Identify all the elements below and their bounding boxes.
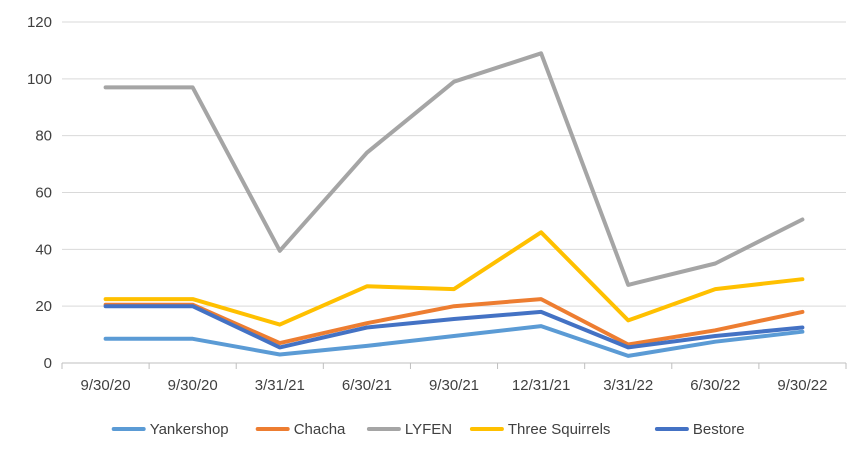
y-tick-label: 80 <box>35 128 52 145</box>
y-axis-ticks: 0 20 40 60 80 100 120 <box>27 14 52 372</box>
series-lines <box>103 51 805 358</box>
legend-item: LYFEN <box>366 421 452 438</box>
y-tick-label: 20 <box>35 298 52 315</box>
y-tick-label: 40 <box>35 241 52 258</box>
y-tick-label: 100 <box>27 71 52 88</box>
series-line-yankershop <box>103 324 805 358</box>
legend-label: Yankershop <box>150 421 229 438</box>
x-tick-label: 9/30/20 <box>81 377 131 394</box>
gridlines <box>62 21 846 307</box>
x-tick-label: 6/30/22 <box>690 377 740 394</box>
legend-label: Three Squirrels <box>508 421 611 438</box>
x-tick-label: 9/30/20 <box>168 377 218 394</box>
y-tick-label: 60 <box>35 185 52 202</box>
legend-label: Chacha <box>294 421 346 438</box>
legend-label: LYFEN <box>405 421 452 438</box>
x-tick-label: 3/31/21 <box>255 377 305 394</box>
legend-label: Bestore <box>693 421 745 438</box>
series-line-chacha <box>103 297 805 347</box>
x-tick-label: 9/30/21 <box>429 377 479 394</box>
y-tick-label: 120 <box>27 14 52 31</box>
series-line-three-squirrels <box>103 230 805 327</box>
legend: Yankershop Chacha LYFEN Three Squirrels Best… <box>111 421 745 438</box>
legend-item: Three Squirrels <box>469 421 611 438</box>
legend-item: Yankershop <box>111 421 229 438</box>
legend-item: Chacha <box>255 421 346 438</box>
y-tick-label: 0 <box>44 355 52 372</box>
series-line-lyfen <box>103 51 805 287</box>
x-tick-label: 12/31/21 <box>512 377 570 394</box>
series-line-bestore <box>103 304 805 350</box>
x-tick-label: 9/30/22 <box>777 377 827 394</box>
x-axis: 9/30/20 9/30/20 3/31/21 6/30/21 9/30/21 12/31… <box>61 362 847 394</box>
legend-item: Bestore <box>654 421 745 438</box>
x-tick-label: 3/31/22 <box>603 377 653 394</box>
x-tick-label: 6/30/21 <box>342 377 392 394</box>
